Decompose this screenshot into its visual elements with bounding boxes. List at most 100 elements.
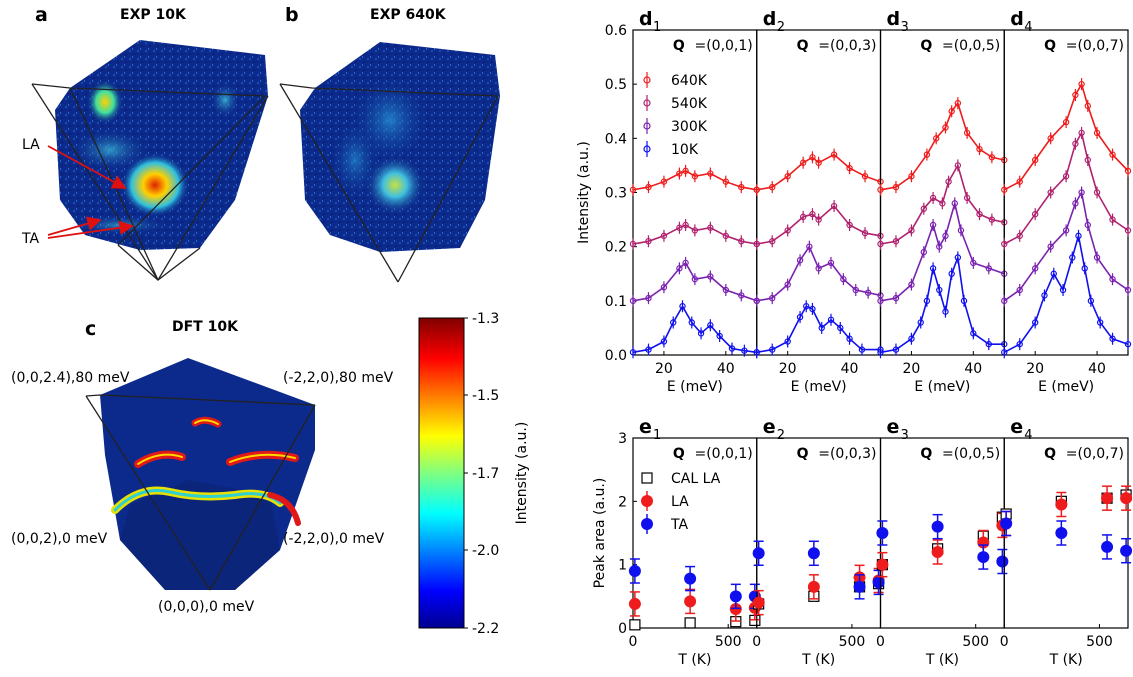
panel-a-title: EXP 10K <box>120 7 186 23</box>
x-tick-label: 0 <box>876 634 885 650</box>
data-point <box>1109 216 1116 223</box>
panel-b-title: EXP 640K <box>370 7 446 23</box>
data-point <box>1016 232 1023 240</box>
data-point <box>892 294 900 302</box>
data-point <box>676 224 683 231</box>
data-point <box>929 194 937 202</box>
data-point <box>846 164 853 172</box>
data-point <box>1069 254 1076 261</box>
x-tick-label: 0 <box>752 634 761 650</box>
data-point <box>957 227 965 234</box>
x-axis-label: T (K) <box>925 652 959 668</box>
data-point <box>688 319 695 326</box>
data-point <box>707 224 714 231</box>
y-axis-label: Peak area (a.u.) <box>592 478 608 589</box>
data-point-la <box>752 596 765 609</box>
data-point <box>1031 319 1039 326</box>
data-point <box>697 330 705 337</box>
x-axis-label: T (K) <box>801 652 835 668</box>
data-point-ta <box>1101 540 1114 553</box>
y-tick-label: 2 <box>618 494 627 510</box>
data-point <box>676 170 683 177</box>
series-line-300K <box>1003 190 1129 302</box>
data-point <box>1062 173 1070 180</box>
data-point <box>917 319 924 326</box>
data-point <box>954 162 962 169</box>
colorbar: -1.3 -1.5 -1.7 -2.0 -2.2 Intensity (a.u.… <box>418 311 530 637</box>
data-point <box>1096 319 1104 326</box>
data-point <box>1124 167 1132 175</box>
data-point <box>877 240 884 248</box>
series-line-300K <box>880 203 1005 302</box>
series-line-10K <box>632 304 757 354</box>
q-symbol: Q <box>673 38 685 54</box>
data-point <box>784 227 791 234</box>
colorbar-tick-0: -1.3 <box>472 311 499 327</box>
corner-label-bottom: (0,0,0),0 meV <box>158 599 255 615</box>
data-point <box>877 297 884 305</box>
data-point <box>1059 286 1067 294</box>
x-tick-label: 40 <box>841 361 859 377</box>
y-axis-label: Intensity (a.u.) <box>576 141 592 244</box>
data-point-ta <box>752 547 765 560</box>
q-value: =(0,0,7) <box>1066 446 1124 462</box>
data-point <box>942 232 949 240</box>
data-point-ta <box>977 551 990 564</box>
data-point <box>682 221 689 229</box>
colorbar-tick-1: -1.5 <box>472 388 499 404</box>
x-axis-label: T (K) <box>677 652 711 668</box>
data-point <box>948 270 955 277</box>
y-tick-label: 3 <box>618 431 627 447</box>
y-tick-label: 0.4 <box>605 131 627 147</box>
data-point-ta <box>729 590 742 603</box>
q-symbol: Q <box>673 446 685 462</box>
data-point <box>753 349 760 356</box>
series-line-10K <box>1003 235 1129 354</box>
data-point-ta <box>931 520 944 533</box>
data-point <box>988 216 996 223</box>
data-point <box>963 194 971 202</box>
data-point <box>1087 297 1095 305</box>
data-point <box>892 346 900 353</box>
data-point <box>1084 156 1091 164</box>
x-tick-label: 20 <box>779 361 797 377</box>
ta-label: TA <box>22 231 40 247</box>
subpanel-frame <box>879 29 1005 356</box>
data-point <box>830 202 838 210</box>
data-point <box>707 170 714 177</box>
data-point <box>923 297 931 305</box>
q-value: =(0,0,3) <box>818 446 876 462</box>
data-point <box>1084 102 1091 110</box>
subpanel-subscript: 3 <box>901 20 909 35</box>
x-axis-label: E (meV) <box>667 379 723 395</box>
legend-label: CAL LA <box>671 471 721 487</box>
data-point <box>923 151 931 158</box>
q-symbol: Q <box>1044 446 1056 462</box>
data-point <box>682 167 689 175</box>
data-point-la <box>628 597 641 610</box>
annotation-arrows <box>47 145 134 239</box>
subpanel-frame <box>1003 29 1129 356</box>
data-point <box>1109 335 1116 342</box>
legend-label: TA <box>670 517 688 533</box>
data-point <box>1084 221 1091 229</box>
y-tick-label: 0.1 <box>605 294 627 310</box>
data-point <box>645 294 652 302</box>
legend-label: 10K <box>671 142 699 158</box>
data-point <box>846 335 853 342</box>
data-point <box>908 335 915 342</box>
data-point <box>1093 129 1101 137</box>
data-point <box>707 273 714 280</box>
x-tick-label: 500 <box>839 634 866 650</box>
data-point-ta <box>876 527 889 539</box>
series-line-640K <box>756 153 881 191</box>
data-point <box>1047 243 1054 250</box>
data-point <box>1124 227 1132 234</box>
data-point-ta <box>684 572 697 585</box>
x-tick-label: 0 <box>1000 634 1009 650</box>
q-symbol: Q <box>797 446 809 462</box>
data-point <box>629 297 637 305</box>
x-axis-label: E (meV) <box>914 379 970 395</box>
data-point <box>738 238 745 245</box>
